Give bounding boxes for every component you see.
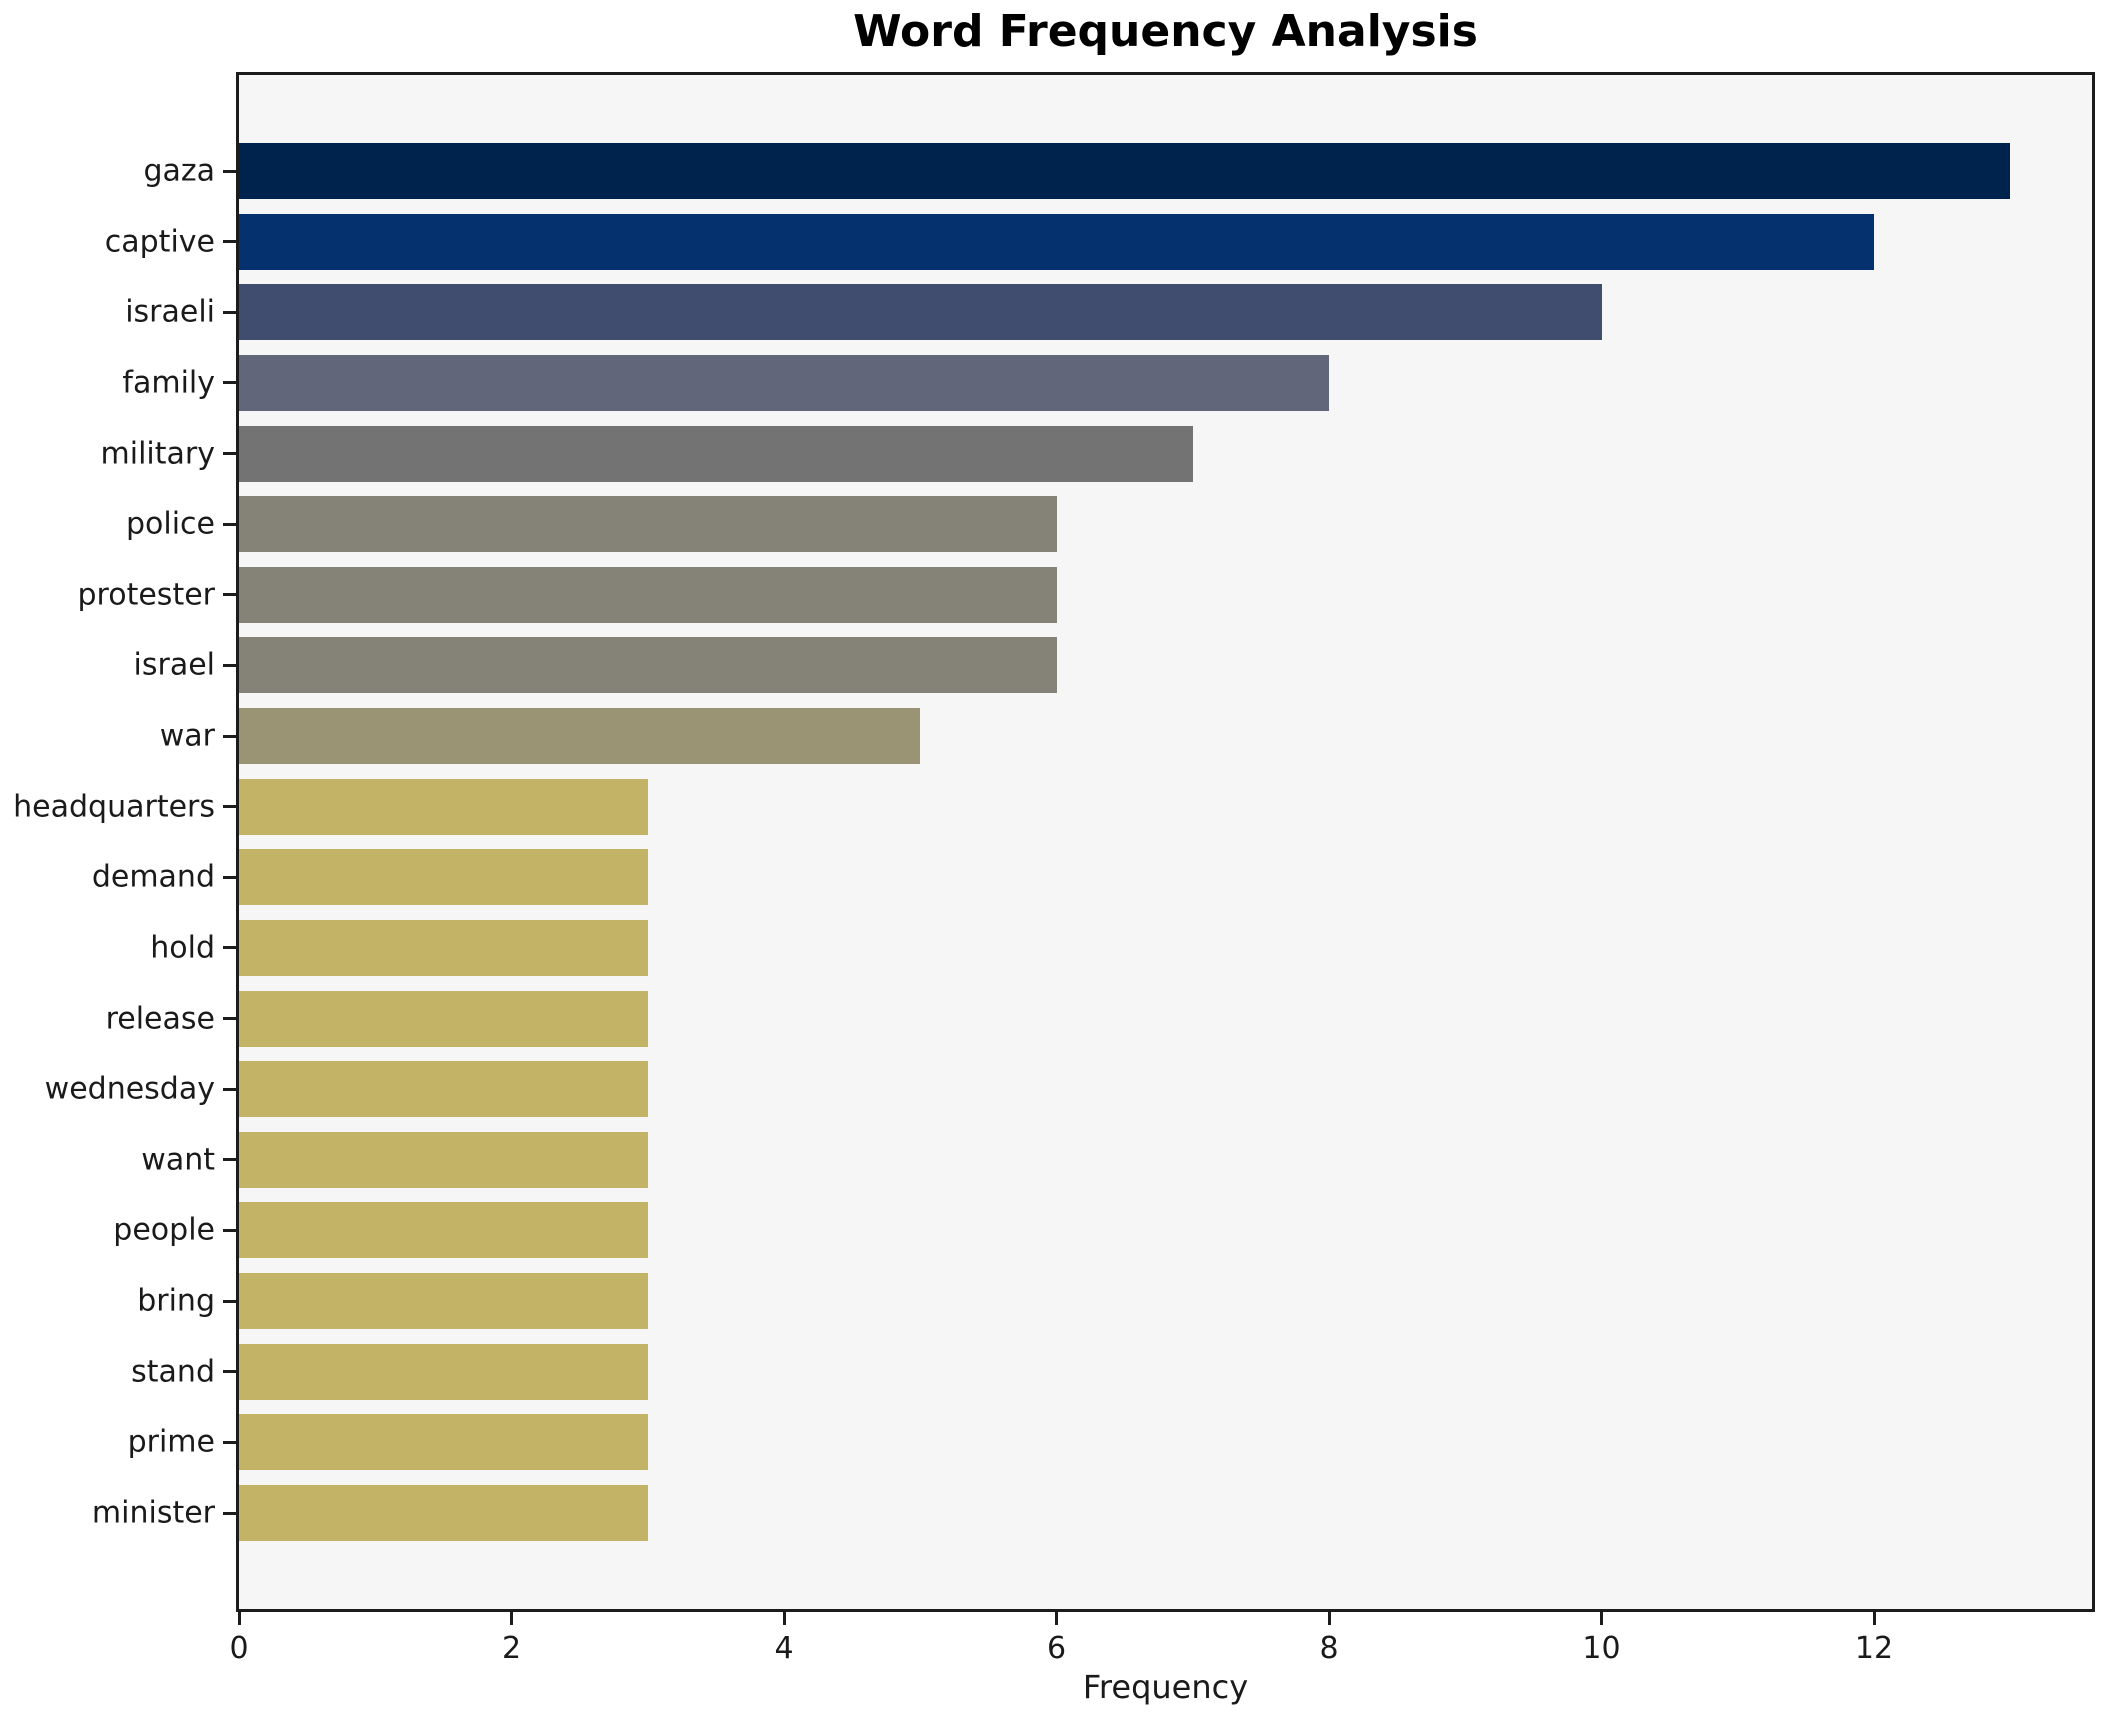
y-tick-label-wednesday: wednesday — [44, 1071, 215, 1107]
bar-war — [239, 708, 921, 765]
y-tick-label-prime: prime — [127, 1424, 215, 1460]
x-tick-label-0: 0 — [229, 1631, 249, 1666]
x-tick-mark — [1055, 1612, 1058, 1625]
bar-release — [239, 990, 648, 1047]
y-tick-mark — [223, 452, 236, 456]
bar-demand — [239, 849, 648, 906]
bar-prime — [239, 1414, 648, 1471]
y-tick-label-family: family — [122, 365, 215, 401]
y-tick-mark — [223, 1228, 236, 1232]
plot-area — [236, 72, 2095, 1612]
y-tick-mark — [223, 734, 236, 738]
bar-headquarters — [239, 778, 648, 835]
bar-bring — [239, 1273, 648, 1330]
y-tick-label-war: war — [159, 718, 215, 754]
y-tick-mark — [223, 663, 236, 667]
x-tick-mark — [1872, 1612, 1876, 1625]
y-tick-label-release: release — [105, 1001, 215, 1037]
y-tick-mark — [223, 1299, 236, 1303]
y-tick-mark — [223, 1158, 236, 1162]
y-tick-mark — [223, 381, 236, 385]
bar-protester — [239, 566, 1057, 623]
bar-want — [239, 1131, 648, 1188]
bar-captive — [239, 213, 1874, 270]
y-tick-mark — [223, 593, 236, 597]
bar-wednesday — [239, 1061, 648, 1118]
y-tick-label-police: police — [125, 506, 215, 542]
y-tick-mark — [223, 1440, 236, 1444]
bars-layer — [239, 75, 2092, 1609]
y-tick-label-military: military — [100, 436, 215, 472]
bar-minister — [239, 1485, 648, 1541]
y-tick-label-israel: israel — [133, 647, 215, 683]
y-tick-mark — [223, 805, 236, 809]
y-tick-mark — [223, 1017, 236, 1021]
x-tick-label-4: 4 — [774, 1631, 794, 1666]
bar-gaza — [239, 143, 2011, 199]
bar-police — [239, 496, 1057, 553]
x-tick-label-6: 6 — [1046, 1631, 1067, 1666]
y-tick-mark — [223, 1087, 236, 1091]
chart-title: Word Frequency Analysis — [853, 6, 1478, 57]
y-tick-label-headquarters: headquarters — [13, 789, 215, 825]
y-tick-label-gaza: gaza — [143, 153, 215, 189]
x-tick-label-8: 8 — [1319, 1631, 1339, 1666]
y-tick-mark — [223, 875, 236, 879]
x-tick-mark — [237, 1612, 241, 1625]
y-tick-label-israeli: israeli — [125, 294, 215, 330]
x-tick-label-10: 10 — [1582, 1631, 1621, 1666]
bar-israel — [239, 637, 1057, 694]
bar-people — [239, 1202, 648, 1259]
y-tick-mark — [223, 522, 236, 526]
y-tick-mark — [223, 946, 236, 950]
y-tick-mark — [223, 1511, 236, 1515]
bar-stand — [239, 1343, 648, 1400]
y-tick-label-demand: demand — [91, 859, 215, 895]
x-axis-label: Frequency — [1082, 1668, 1249, 1706]
x-tick-mark — [510, 1612, 513, 1625]
bar-military — [239, 425, 1193, 482]
y-tick-label-stand: stand — [131, 1354, 215, 1390]
bar-hold — [239, 919, 648, 976]
y-tick-mark — [223, 1370, 236, 1374]
x-tick-mark — [1600, 1612, 1603, 1625]
y-tick-label-bring: bring — [137, 1283, 215, 1319]
x-tick-label-2: 2 — [501, 1631, 522, 1666]
bar-family — [239, 354, 1329, 411]
y-tick-label-want: want — [141, 1142, 215, 1178]
y-tick-label-captive: captive — [104, 224, 215, 260]
y-tick-mark — [223, 169, 236, 173]
y-tick-label-protester: protester — [77, 577, 215, 613]
x-tick-label-12: 12 — [1854, 1631, 1894, 1666]
x-tick-mark — [782, 1612, 786, 1625]
y-tick-label-minister: minister — [91, 1495, 215, 1531]
y-tick-label-people: people — [113, 1212, 215, 1248]
y-tick-label-hold: hold — [150, 930, 215, 966]
y-tick-mark — [223, 310, 236, 314]
bar-israeli — [239, 284, 1602, 341]
y-tick-mark — [223, 240, 236, 244]
x-tick-mark — [1327, 1612, 1331, 1625]
